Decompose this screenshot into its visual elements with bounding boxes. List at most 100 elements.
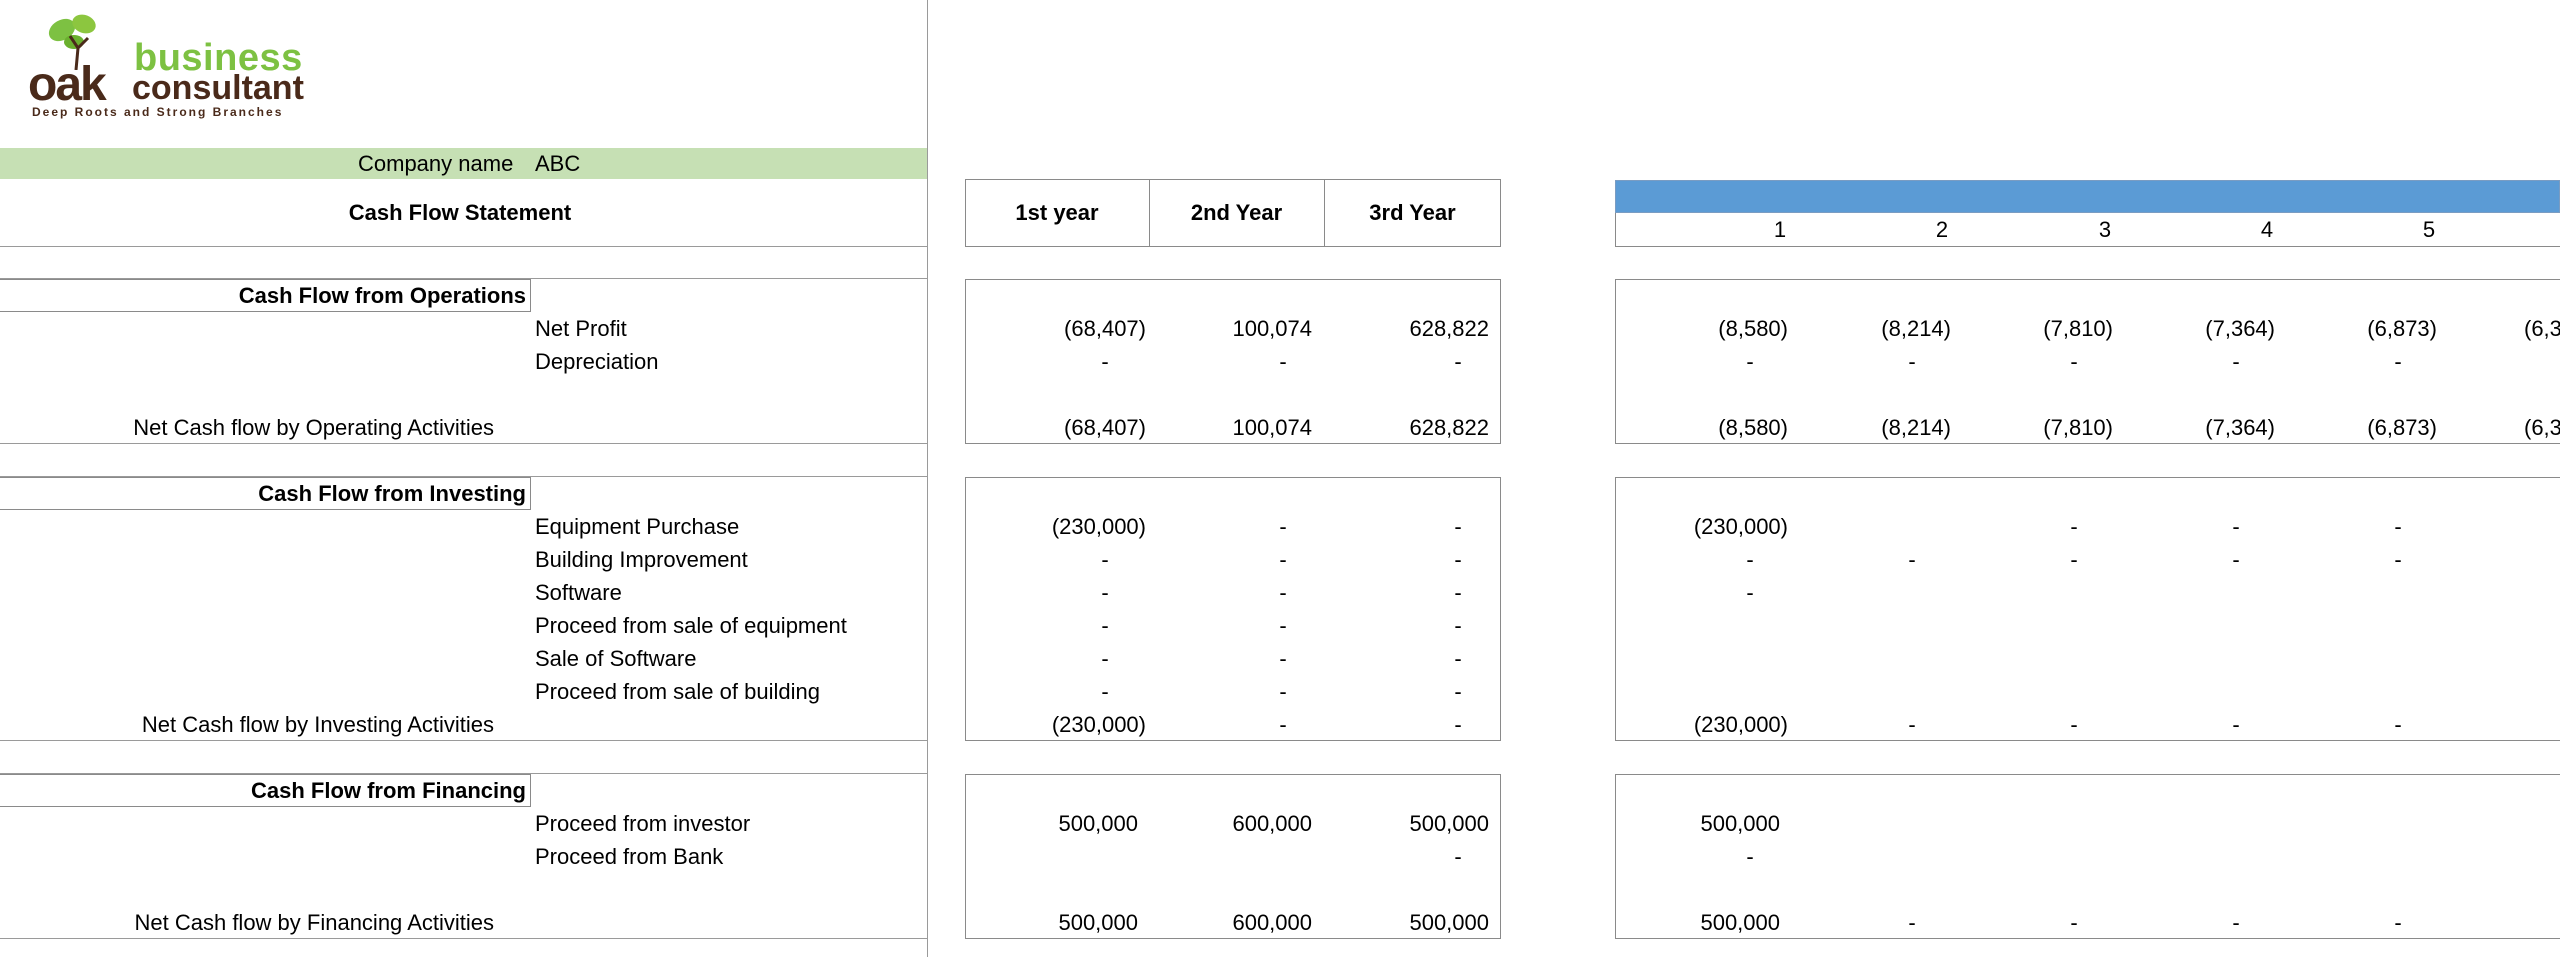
investing-title-cell	[0, 477, 531, 510]
month-total: -	[2232, 712, 2240, 737]
year-value: -	[1101, 349, 1109, 374]
year-value: -	[1279, 646, 1287, 671]
month-value	[1867, 511, 1957, 543]
financing-months-box	[1615, 774, 2560, 939]
year-value: -	[1101, 580, 1109, 605]
year-total: 100,074	[1232, 415, 1312, 440]
month-header-left	[1615, 213, 1616, 247]
month-value: -	[1746, 547, 1754, 572]
operations-title: Cash Flow from Operations	[238, 283, 526, 308]
investing-years-box	[965, 477, 1501, 741]
row-label: Building Improvement	[535, 547, 748, 572]
row-label: Software	[535, 580, 622, 605]
year-value: -	[1279, 514, 1287, 539]
oak-leaves-icon	[48, 14, 96, 70]
row-label: Proceed from sale of building	[535, 679, 820, 704]
month-value: -	[2232, 547, 2240, 572]
month-header-band	[1615, 180, 2560, 213]
month-number-2: 2	[1935, 217, 1949, 242]
year-value: -	[1279, 613, 1287, 638]
month-value: (6,873)	[2367, 316, 2437, 341]
year-value: -	[1279, 349, 1287, 374]
rule	[0, 443, 927, 444]
year-total: 500,000	[1058, 910, 1138, 935]
investing-months-box	[1615, 477, 2560, 741]
month-number-1: 1	[1773, 217, 1787, 242]
month-header-underline	[1615, 246, 2560, 247]
year-value: 500,000	[1058, 811, 1138, 836]
month-value: -	[1746, 349, 1754, 374]
year-value: -	[1101, 613, 1109, 638]
year-value: (230,000)	[1051, 514, 1146, 539]
year-total: -	[1454, 712, 1462, 737]
month-value-overflow: (6,3	[2524, 316, 2560, 341]
column-border	[927, 0, 928, 957]
month-value: 500,000	[1700, 811, 1780, 836]
logo-word-oak: oak	[28, 58, 107, 111]
month-total: -	[2394, 712, 2402, 737]
row-label: Proceed from sale of equipment	[535, 613, 847, 638]
year-value: -	[1454, 349, 1462, 374]
month-total: 500,000	[1700, 910, 1780, 935]
month-value: -	[2394, 349, 2402, 374]
month-value: (230,000)	[1693, 514, 1788, 539]
year-value: -	[1279, 547, 1287, 572]
year-header-1: 1st year	[1015, 200, 1099, 225]
rule	[0, 246, 927, 247]
year-header-3: 3rd Year	[1369, 200, 1456, 225]
investing-title: Cash Flow from Investing	[258, 481, 526, 506]
year-value: -	[1101, 646, 1109, 671]
month-value: -	[1908, 547, 1916, 572]
rule	[0, 278, 927, 279]
year-value: -	[1454, 844, 1462, 869]
year-total: (230,000)	[1051, 712, 1146, 737]
year-value: 500,000	[1409, 811, 1489, 836]
month-total: (230,000)	[1693, 712, 1788, 737]
operations-months-box	[1615, 279, 2560, 444]
rule	[0, 938, 927, 939]
logo-word-business: business	[134, 37, 303, 79]
year-value: 600,000	[1232, 811, 1312, 836]
month-number-4: 4	[2260, 217, 2274, 242]
month-number-5: 5	[2422, 217, 2436, 242]
month-total: (7,810)	[2043, 415, 2113, 440]
month-total: (7,364)	[2205, 415, 2275, 440]
month-total: (8,580)	[1718, 415, 1788, 440]
month-total: (8,214)	[1881, 415, 1951, 440]
year-value: -	[1454, 547, 1462, 572]
month-total: -	[2070, 712, 2078, 737]
logo-word-consultant: consultant	[132, 69, 304, 107]
month-value: -	[2070, 514, 2078, 539]
month-value: -	[1746, 580, 1754, 605]
year-value: -	[1454, 646, 1462, 671]
row-label: Proceed from investor	[535, 811, 751, 836]
year-total: -	[1279, 712, 1287, 737]
year-divider	[1149, 179, 1150, 247]
year-value: -	[1454, 580, 1462, 605]
month-total: -	[1908, 712, 1916, 737]
year-value: -	[1454, 613, 1462, 638]
month-total: -	[2232, 910, 2240, 935]
month-value: -	[2070, 547, 2078, 572]
month-value: -	[2232, 514, 2240, 539]
year-value: -	[1279, 679, 1287, 704]
row-label: Net Profit	[535, 316, 627, 341]
row-label: Proceed from Bank	[535, 844, 724, 869]
month-value: -	[2394, 514, 2402, 539]
year-value: 628,822	[1409, 316, 1489, 341]
year-value: 100,074	[1232, 316, 1312, 341]
year-value: -	[1279, 580, 1287, 605]
net-label: Net Cash flow by Financing Activities	[134, 910, 495, 935]
month-total: -	[1908, 910, 1916, 935]
year-value: -	[1101, 679, 1109, 704]
month-value: -	[1908, 349, 1916, 374]
month-value: -	[1746, 844, 1754, 869]
month-total: -	[2070, 910, 2078, 935]
year-divider	[1324, 179, 1325, 247]
net-label: Net Cash flow by Operating Activities	[133, 415, 494, 440]
row-label: Sale of Software	[535, 646, 697, 671]
company-band	[0, 148, 927, 179]
month-value: -	[2070, 349, 2078, 374]
company-logo: business oak consultant Deep Roots and S…	[28, 10, 308, 120]
net-label: Net Cash flow by Investing Activities	[141, 712, 494, 737]
